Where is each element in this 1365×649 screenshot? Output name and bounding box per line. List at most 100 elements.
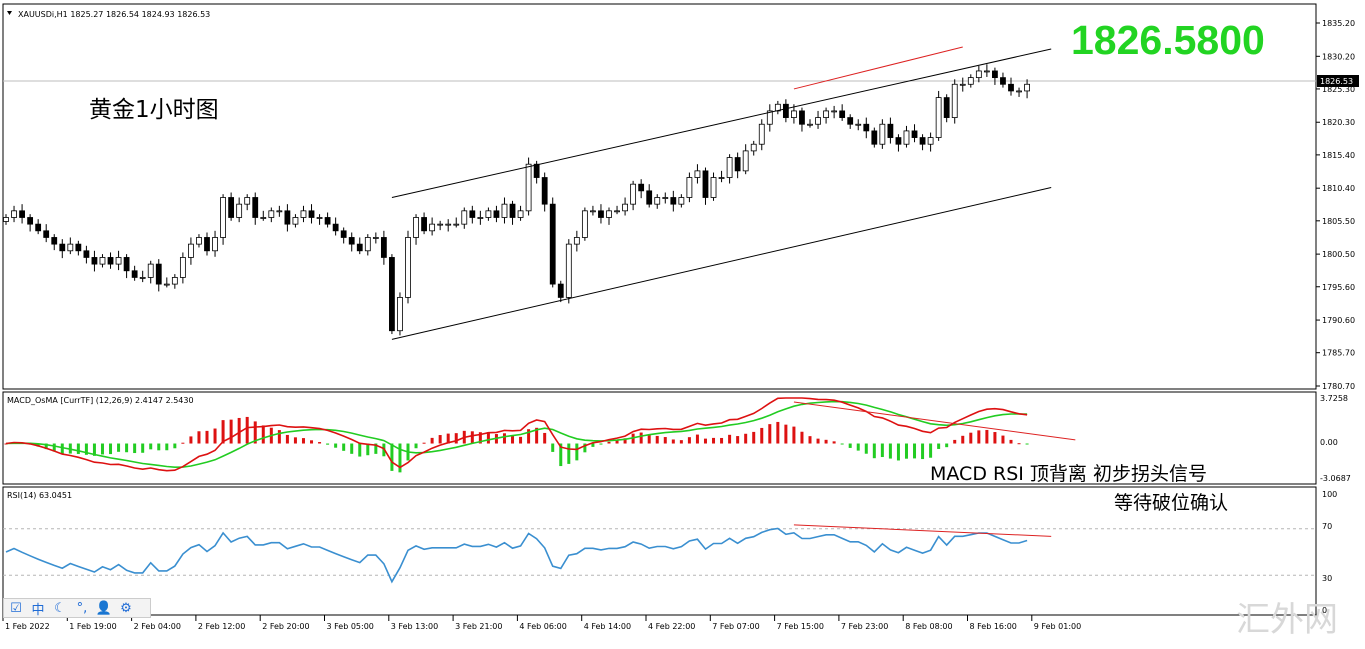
macd-histogram-bar xyxy=(816,438,820,444)
candle-body xyxy=(461,210,468,225)
candle-body xyxy=(380,237,387,258)
time-tick-label: 7 Feb 23:00 xyxy=(841,622,888,631)
price-tick-label: 1795.60 xyxy=(1322,283,1355,292)
macd-histogram-bar xyxy=(245,416,249,444)
edit-icon[interactable]: ☑ xyxy=(10,600,22,616)
candle-body xyxy=(983,70,990,73)
macd-histogram-bar xyxy=(390,443,394,471)
chinese-ime-icon[interactable]: 中 xyxy=(31,602,45,618)
candle-body xyxy=(308,210,315,218)
macd-histogram-bar xyxy=(551,443,555,452)
candle-body xyxy=(807,123,813,126)
rsi-tick-0: 0 xyxy=(1322,606,1327,615)
candle-body xyxy=(147,263,154,278)
candle-body xyxy=(356,243,363,252)
macd-histogram-bar xyxy=(84,443,88,455)
rsi-panel-frame xyxy=(2,486,1317,616)
price-tick-label: 1805.50 xyxy=(1322,217,1355,226)
time-tick-label: 2 Feb 04:00 xyxy=(134,622,181,631)
candle-body xyxy=(799,110,805,125)
moon-icon[interactable]: ☾ xyxy=(54,600,66,616)
current-price-label: 1826.53 xyxy=(1320,77,1353,86)
candle-body xyxy=(863,123,870,132)
macd-histogram-bar xyxy=(60,443,64,454)
macd-histogram-bar xyxy=(832,441,836,444)
candle-body xyxy=(678,197,685,205)
macd-histogram-bar xyxy=(92,443,96,456)
candle-body xyxy=(27,217,34,225)
macd-histogram-bar xyxy=(848,443,852,448)
macd-histogram-bar xyxy=(808,436,812,444)
candle-body xyxy=(557,283,564,298)
macd-histogram-bar xyxy=(117,443,121,452)
macd-histogram-bar xyxy=(52,443,56,452)
macd-tick-zero: 0.00 xyxy=(1320,438,1338,447)
candle-body xyxy=(163,283,170,286)
macd-histogram-bar xyxy=(880,443,884,458)
price-tick-label: 1780.70 xyxy=(1322,382,1355,391)
macd-histogram-bar xyxy=(398,443,402,473)
candle-body xyxy=(276,210,283,213)
candle-body xyxy=(598,210,604,218)
time-tick-label: 2 Feb 12:00 xyxy=(198,622,245,631)
candle-body xyxy=(340,230,347,238)
candle-body xyxy=(324,217,331,225)
candle-body xyxy=(67,243,74,252)
macd-histogram-bar xyxy=(197,431,201,444)
candle-body xyxy=(766,110,773,125)
macd-histogram-bar xyxy=(736,436,740,444)
macd-histogram-bar xyxy=(157,443,161,451)
candle-body xyxy=(429,223,436,232)
user-icon[interactable]: 👤 xyxy=(95,600,113,616)
trend-channel-lower xyxy=(391,187,1052,340)
price-tick-label: 1815.40 xyxy=(1322,151,1355,160)
macd-histogram-bar xyxy=(181,442,185,444)
macd-histogram-bar xyxy=(109,443,113,455)
candle-body xyxy=(517,210,524,218)
macd-histogram-bar xyxy=(961,435,965,444)
price-tick-label: 1825.30 xyxy=(1322,85,1355,94)
time-tick-label: 8 Feb 16:00 xyxy=(970,622,1017,631)
macd-histogram-bar xyxy=(921,443,925,460)
macd-histogram-bar xyxy=(824,439,828,444)
macd-histogram-bar xyxy=(567,443,571,464)
candle-body xyxy=(75,243,82,252)
price-tick-label: 1830.20 xyxy=(1322,52,1355,61)
time-tick-label: 4 Feb 22:00 xyxy=(648,622,695,631)
candle-body xyxy=(831,110,838,113)
macd-histogram-bar xyxy=(237,417,241,444)
macd-histogram-bar xyxy=(374,443,378,454)
macd-histogram-bar xyxy=(470,431,474,444)
candle-body xyxy=(115,257,122,265)
candle-body xyxy=(139,277,146,279)
candle-body xyxy=(59,243,66,252)
macd-histogram-bar xyxy=(623,438,627,444)
candle-body xyxy=(742,150,749,172)
macd-histogram-bar xyxy=(261,425,265,444)
time-tick-label: 3 Feb 21:00 xyxy=(455,622,502,631)
candle-body xyxy=(782,103,789,118)
candle-body xyxy=(421,217,427,232)
candle-body xyxy=(437,223,444,226)
candle-body xyxy=(750,143,757,152)
macd-histogram-bar xyxy=(446,433,450,444)
candle-body xyxy=(501,203,508,218)
candle-body xyxy=(951,83,958,118)
macd-histogram-bar xyxy=(502,433,506,444)
gear-icon[interactable]: ⚙ xyxy=(120,600,132,616)
candle-body xyxy=(847,117,854,125)
macd-histogram-bar xyxy=(285,434,289,444)
candle-body xyxy=(19,210,25,218)
macd-histogram-bar xyxy=(350,443,354,454)
candle-body xyxy=(204,237,210,252)
macd-histogram-bar xyxy=(1001,435,1005,444)
candle-body xyxy=(565,243,572,298)
punctuation-icon[interactable]: °, xyxy=(76,600,88,616)
macd-histogram-bar xyxy=(1009,439,1013,444)
collapse-triangle-icon[interactable] xyxy=(7,11,12,15)
candle-body xyxy=(244,197,251,205)
rsi-label: RSI(14) 63.0451 xyxy=(7,491,72,500)
price-tick-label: 1835.20 xyxy=(1322,19,1355,28)
candle-body xyxy=(300,210,307,218)
candle-body xyxy=(903,130,910,145)
